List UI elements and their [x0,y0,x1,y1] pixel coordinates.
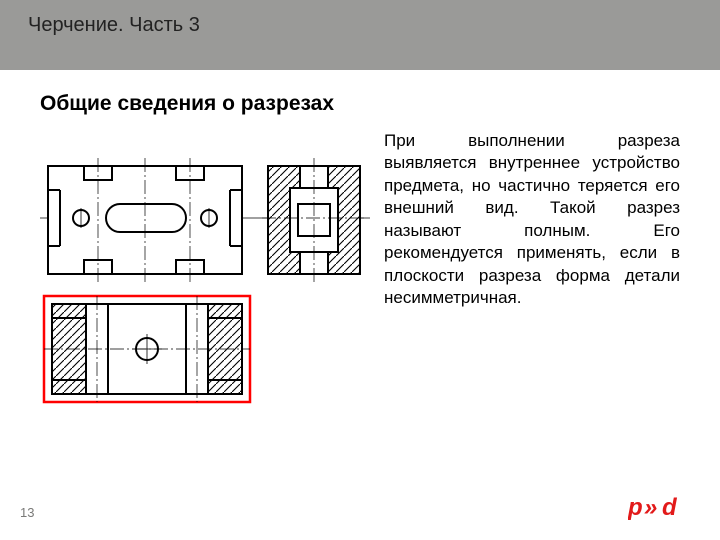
body-paragraph: При выполнении разреза выявляется внутре… [384,128,680,428]
title-bar: Черчение. Часть 3 [0,0,720,70]
page-number: 13 [20,505,34,520]
subtitle: Общие сведения о разрезах [0,70,720,128]
svg-text:d: d [662,494,678,521]
logo: p » d [628,494,686,522]
content-row: При выполнении разреза выявляется внутре… [0,128,720,428]
svg-text:p: p [628,494,643,521]
technical-drawing [40,128,370,428]
page-title: Черчение. Часть 3 [28,14,200,37]
svg-text:»: » [644,494,657,521]
